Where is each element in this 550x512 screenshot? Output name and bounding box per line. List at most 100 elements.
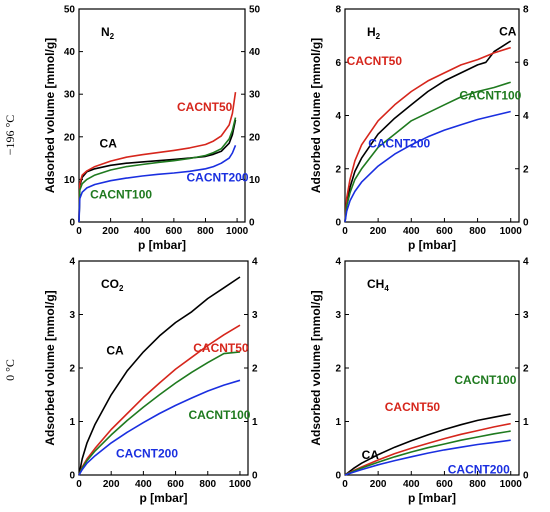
x-axis-label: p [mbar] xyxy=(408,491,456,505)
y-tick-label: 0 xyxy=(69,218,75,229)
series-line-ca xyxy=(78,276,241,476)
y2-tick-label: 4 xyxy=(523,111,529,122)
y-tick-label: 4 xyxy=(69,257,75,268)
x-tick-label: 600 xyxy=(167,479,184,490)
y-tick-label: 3 xyxy=(335,310,341,321)
series-label-cacnt50: CACNT50 xyxy=(347,54,403,68)
y-tick-label: 30 xyxy=(64,90,76,101)
y-axis-label: Adsorbed volume [mmol/g] xyxy=(43,38,57,193)
plot-frame xyxy=(78,260,249,476)
y2-tick-label: 4 xyxy=(523,257,529,268)
x-tick-label: 0 xyxy=(76,479,82,490)
y-tick-label: 0 xyxy=(335,471,341,482)
y2-tick-label: 20 xyxy=(249,132,261,143)
series-line-cacnt100 xyxy=(78,351,241,476)
x-tick-label: 600 xyxy=(166,226,183,237)
x-tick-label: 200 xyxy=(370,226,387,237)
x-tick-label: 1000 xyxy=(500,479,523,490)
y-axis-label: Adsorbed volume [mmol/g] xyxy=(309,290,323,445)
y2-tick-label: 0 xyxy=(249,218,255,229)
x-tick-label: 0 xyxy=(76,226,82,237)
y2-tick-label: 2 xyxy=(252,364,258,375)
y2-tick-label: 8 xyxy=(523,5,529,16)
series-line-cacnt100 xyxy=(78,117,237,223)
x-tick-label: 200 xyxy=(103,479,120,490)
y-tick-label: 8 xyxy=(335,5,341,16)
y-tick-label: 1 xyxy=(335,417,341,428)
x-tick-label: 800 xyxy=(197,226,214,237)
y2-tick-label: 3 xyxy=(252,310,258,321)
y2-tick-label: 0 xyxy=(523,471,529,482)
y-axis-label: Adsorbed volume [mmol/g] xyxy=(309,38,323,193)
y2-tick-label: 3 xyxy=(523,310,529,321)
x-tick-label: 400 xyxy=(403,479,420,490)
series-line-cacnt200 xyxy=(344,439,511,476)
y-tick-label: 20 xyxy=(64,132,76,143)
y2-tick-label: 1 xyxy=(252,417,258,428)
x-tick-label: 400 xyxy=(135,479,152,490)
series-label-cacnt50: CACNT50 xyxy=(177,100,233,114)
x-tick-label: 200 xyxy=(102,226,119,237)
series-label-ca: CA xyxy=(106,344,124,358)
series-line-cacnt200 xyxy=(78,379,241,476)
series-line-cacnt200 xyxy=(78,145,237,223)
series-label-cacnt200: CACNT200 xyxy=(116,446,178,460)
x-axis-label: p [mbar] xyxy=(408,238,456,252)
x-tick-label: 800 xyxy=(199,479,216,490)
y-tick-label: 1 xyxy=(69,417,75,428)
x-axis-label: p [mbar] xyxy=(138,238,186,252)
x-tick-label: 0 xyxy=(342,479,348,490)
series-line-cacnt50 xyxy=(78,324,241,476)
x-tick-label: 200 xyxy=(370,479,387,490)
series-label-ca: CA xyxy=(362,448,380,462)
y2-tick-label: 6 xyxy=(523,58,529,69)
series-label-cacnt100: CACNT100 xyxy=(459,89,521,103)
series-label-cacnt50: CACNT50 xyxy=(385,400,441,414)
series-label-cacnt100: CACNT100 xyxy=(188,408,250,422)
y-tick-label: 2 xyxy=(335,364,341,375)
x-tick-label: 1000 xyxy=(229,479,252,490)
y2-tick-label: 2 xyxy=(523,364,529,375)
gas-label: H2 xyxy=(367,25,381,41)
series-label-ca: CA xyxy=(100,136,118,150)
row-label-top: −196 °C xyxy=(3,115,17,156)
series-line-ca xyxy=(78,119,237,223)
y2-tick-label: 50 xyxy=(249,5,261,16)
row-label-bottom: 0 °C xyxy=(3,359,17,381)
x-tick-label: 0 xyxy=(342,226,348,237)
x-tick-label: 800 xyxy=(469,479,486,490)
plot-frame xyxy=(78,8,246,223)
x-axis-label: p [mbar] xyxy=(140,491,188,505)
gas-label: CH4 xyxy=(367,277,389,293)
x-tick-label: 1000 xyxy=(226,226,249,237)
x-tick-label: 400 xyxy=(403,226,420,237)
y2-tick-label: 10 xyxy=(249,175,261,186)
x-tick-label: 800 xyxy=(469,226,486,237)
series-label-cacnt50: CACNT50 xyxy=(193,341,249,355)
gas-label: N2 xyxy=(101,25,115,41)
y-tick-label: 2 xyxy=(335,164,341,175)
y2-tick-label: 0 xyxy=(523,218,529,229)
series-label-cacnt200: CACNT200 xyxy=(187,171,249,185)
y2-tick-label: 1 xyxy=(523,417,529,428)
x-tick-label: 1000 xyxy=(500,226,523,237)
series-line-cacnt50 xyxy=(78,91,237,223)
series-line-ca xyxy=(344,40,512,223)
series-label-ca: CA xyxy=(499,25,517,39)
series-line-ca xyxy=(344,413,511,476)
series-label-cacnt200: CACNT200 xyxy=(448,462,510,476)
y-tick-label: 40 xyxy=(64,47,76,58)
series-label-cacnt100: CACNT100 xyxy=(90,188,152,202)
series-line-cacnt50 xyxy=(344,46,511,223)
series-label-cacnt100: CACNT100 xyxy=(454,373,516,387)
y2-tick-label: 40 xyxy=(249,47,261,58)
y2-tick-label: 30 xyxy=(249,90,261,101)
panel-n2: 0 200 400 600 800 10000102030405001020304050p… xyxy=(43,5,261,253)
series-label-cacnt200: CACNT200 xyxy=(368,136,430,150)
y-tick-label: 3 xyxy=(69,310,75,321)
y-tick-label: 0 xyxy=(335,218,341,229)
y2-tick-label: 2 xyxy=(523,164,529,175)
